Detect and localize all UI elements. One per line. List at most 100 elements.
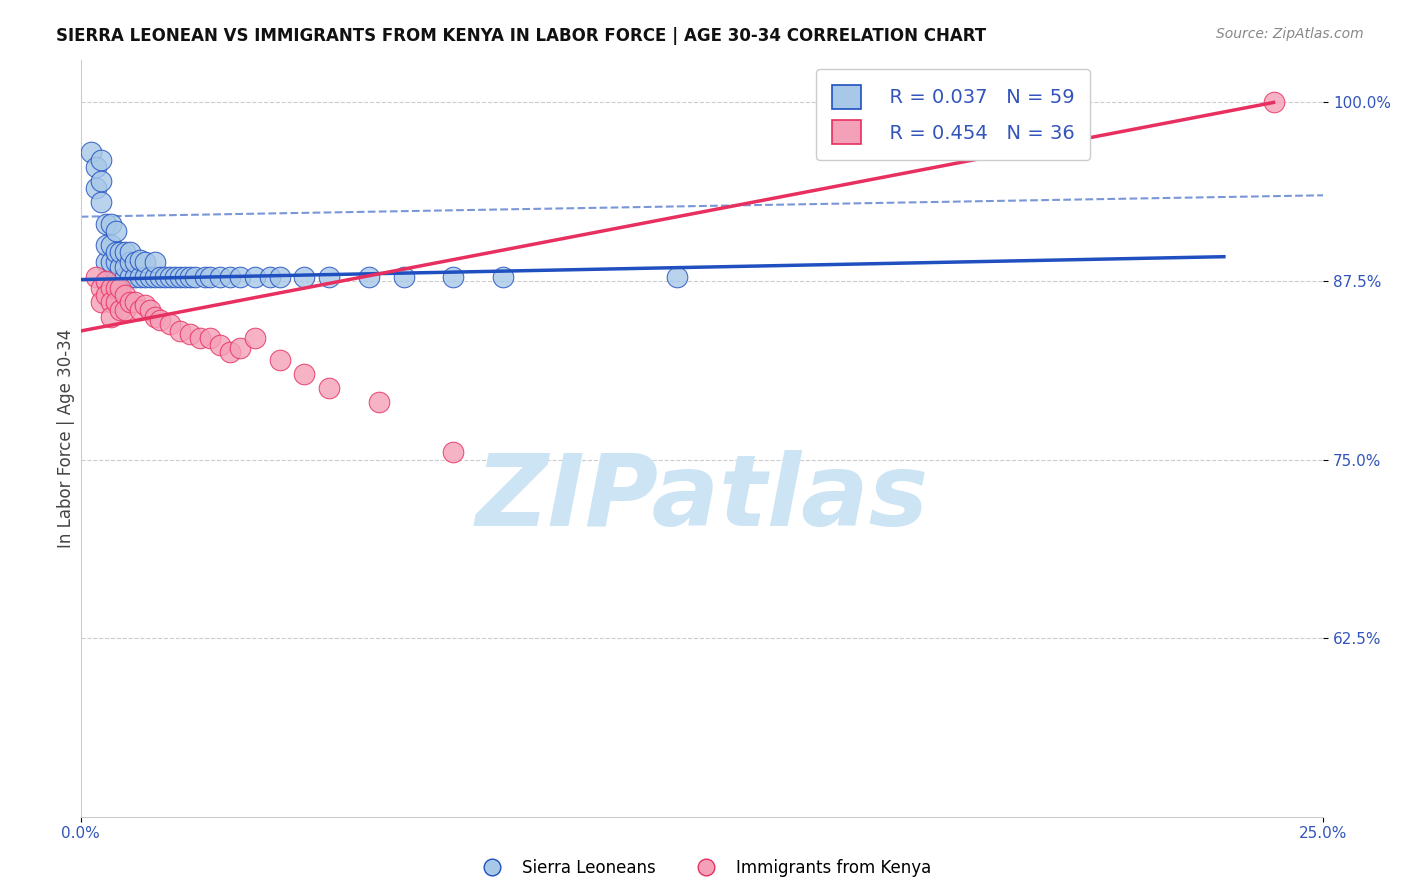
Point <box>169 269 191 284</box>
Point <box>110 245 132 260</box>
Point <box>229 269 252 284</box>
Point <box>269 352 291 367</box>
Point <box>292 367 315 381</box>
Point <box>139 269 162 284</box>
Point <box>198 331 221 345</box>
Point <box>90 174 112 188</box>
Text: ZIPatlas: ZIPatlas <box>475 450 928 547</box>
Point <box>318 269 340 284</box>
Point <box>94 274 117 288</box>
Point <box>94 288 117 302</box>
Legend:   R = 0.037   N = 59,   R = 0.454   N = 36: R = 0.037 N = 59, R = 0.454 N = 36 <box>817 70 1090 160</box>
Point <box>443 445 465 459</box>
Y-axis label: In Labor Force | Age 30-34: In Labor Force | Age 30-34 <box>58 328 75 548</box>
Point <box>100 274 122 288</box>
Point <box>100 295 122 310</box>
Point <box>114 288 136 302</box>
Point <box>120 255 142 269</box>
Point <box>174 269 197 284</box>
Point <box>179 326 201 341</box>
Point <box>104 245 127 260</box>
Point <box>114 302 136 317</box>
Point <box>120 295 142 310</box>
Point <box>79 145 101 160</box>
Point <box>104 295 127 310</box>
Point <box>357 269 380 284</box>
Point <box>110 281 132 295</box>
Point <box>129 269 152 284</box>
Point <box>104 224 127 238</box>
Point <box>149 269 172 284</box>
Point <box>134 269 156 284</box>
Point <box>443 269 465 284</box>
Point <box>129 302 152 317</box>
Point <box>124 295 146 310</box>
Point <box>194 269 217 284</box>
Point <box>104 255 127 269</box>
Point <box>110 260 132 274</box>
Point <box>229 341 252 355</box>
Point <box>492 269 515 284</box>
Point <box>1263 95 1285 110</box>
Point <box>218 269 240 284</box>
Point <box>94 238 117 252</box>
Point <box>269 269 291 284</box>
Point <box>169 324 191 338</box>
Point <box>90 195 112 210</box>
Point <box>104 274 127 288</box>
Point <box>143 255 166 269</box>
Point <box>129 252 152 267</box>
Point <box>143 269 166 284</box>
Point <box>100 281 122 295</box>
Point <box>155 269 177 284</box>
Point <box>84 269 107 284</box>
Point <box>120 269 142 284</box>
Point <box>159 317 181 331</box>
Point <box>120 245 142 260</box>
Point <box>208 269 231 284</box>
Point <box>243 269 266 284</box>
Point <box>110 274 132 288</box>
Text: SIERRA LEONEAN VS IMMIGRANTS FROM KENYA IN LABOR FORCE | AGE 30-34 CORRELATION C: SIERRA LEONEAN VS IMMIGRANTS FROM KENYA … <box>56 27 987 45</box>
Point <box>84 181 107 195</box>
Point <box>114 245 136 260</box>
Point <box>292 269 315 284</box>
Point <box>104 281 127 295</box>
Text: Source: ZipAtlas.com: Source: ZipAtlas.com <box>1216 27 1364 41</box>
Point <box>243 331 266 345</box>
Point <box>100 310 122 324</box>
Point <box>100 217 122 231</box>
Point <box>184 269 207 284</box>
Point <box>114 260 136 274</box>
Point <box>90 295 112 310</box>
Point <box>90 281 112 295</box>
Point <box>198 269 221 284</box>
Point <box>218 345 240 359</box>
Point <box>100 238 122 252</box>
Point <box>159 269 181 284</box>
Legend: Sierra Leoneans, Immigrants from Kenya: Sierra Leoneans, Immigrants from Kenya <box>468 853 938 884</box>
Point <box>392 269 415 284</box>
Point <box>139 302 162 317</box>
Point <box>134 255 156 269</box>
Point <box>90 153 112 167</box>
Point <box>143 310 166 324</box>
Point <box>259 269 281 284</box>
Point <box>208 338 231 352</box>
Point <box>114 269 136 284</box>
Point <box>134 298 156 312</box>
Point <box>124 269 146 284</box>
Point <box>149 312 172 326</box>
Point <box>124 255 146 269</box>
Point <box>368 395 391 409</box>
Point <box>188 331 211 345</box>
Point <box>110 302 132 317</box>
Point <box>318 381 340 395</box>
Point <box>94 274 117 288</box>
Point <box>94 255 117 269</box>
Point <box>100 255 122 269</box>
Point <box>666 269 689 284</box>
Point <box>94 217 117 231</box>
Point <box>84 160 107 174</box>
Point <box>165 269 187 284</box>
